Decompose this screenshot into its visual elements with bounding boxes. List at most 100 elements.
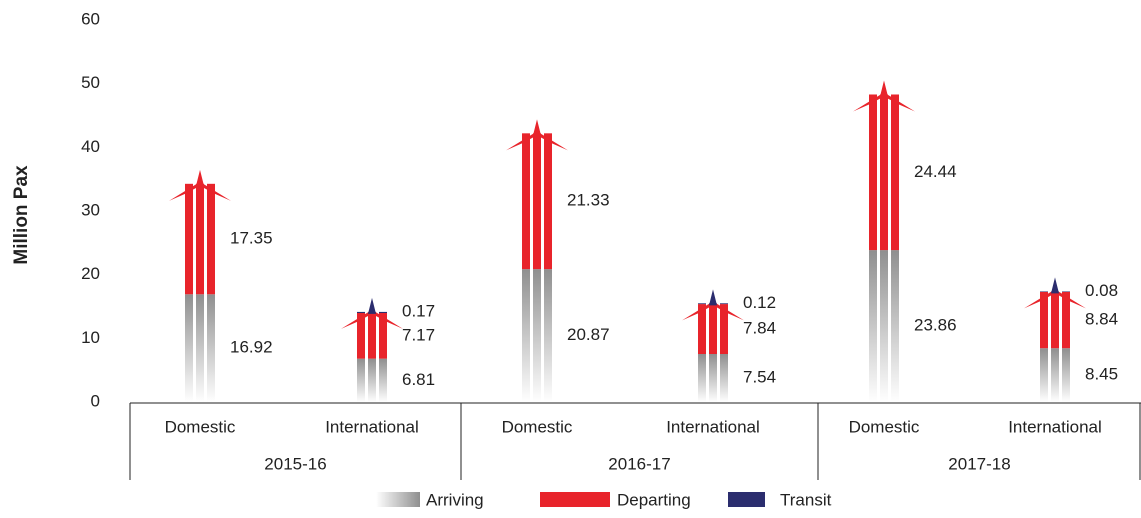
x-tick-label: Domestic [849, 417, 920, 436]
x-tick-label: Domestic [165, 417, 236, 436]
x-tick-label: International [1008, 417, 1102, 436]
bar-column [196, 294, 204, 402]
x-tick-label: International [666, 417, 760, 436]
y-tick-label: 0 [91, 391, 100, 410]
bar-column [720, 303, 728, 305]
value-label: 8.45 [1085, 365, 1118, 384]
bar-column [720, 353, 728, 402]
bar-column [379, 312, 387, 359]
bar-column [891, 94, 899, 251]
value-label: 0.08 [1085, 281, 1118, 300]
bar-column [196, 183, 204, 295]
bar-column [357, 311, 365, 313]
bar-column [1040, 291, 1048, 349]
y-tick-label: 30 [81, 200, 100, 219]
legend-swatch [376, 492, 420, 507]
bar-column [368, 358, 376, 402]
value-label: 0.12 [743, 293, 776, 312]
bar-segment [1040, 291, 1070, 349]
legend-label: Arriving [426, 490, 484, 509]
arrow-tip [709, 289, 717, 306]
y-tick-label: 20 [81, 264, 100, 283]
y-axis-title: Million Pax [11, 165, 32, 265]
bar-column [544, 133, 552, 270]
bar-column [207, 183, 215, 295]
value-label: 17.35 [230, 229, 273, 248]
bar-segment [869, 94, 899, 251]
bar-column [185, 294, 193, 402]
arrow-tip [1051, 277, 1059, 294]
bar-column [379, 311, 387, 313]
bar-column [1062, 348, 1070, 402]
value-label: 7.84 [743, 319, 776, 338]
bar-column [544, 269, 552, 402]
arrow-tip [880, 80, 888, 97]
bar-column [522, 133, 530, 270]
bar-column [869, 94, 877, 251]
bar-segment [522, 269, 552, 402]
bar-segment [357, 312, 387, 359]
x-tick-label: Domestic [502, 417, 573, 436]
value-label: 0.17 [402, 301, 435, 320]
bar-column [698, 304, 706, 354]
bar-column [1051, 291, 1059, 349]
bar-column [891, 250, 899, 402]
bar-segment [869, 250, 899, 402]
legend-swatch [728, 492, 765, 507]
value-label: 23.86 [914, 316, 957, 335]
y-tick-label: 40 [81, 137, 100, 156]
arrow-tip [533, 119, 541, 136]
bar-column [207, 294, 215, 402]
value-label: 21.33 [567, 191, 610, 210]
legend-label: Transit [780, 490, 832, 509]
bar-column [709, 353, 717, 402]
bar-column [357, 312, 365, 359]
legend-swatch [540, 492, 610, 507]
value-label: 6.81 [402, 370, 435, 389]
bar-column [1062, 291, 1070, 292]
arrow-tip [196, 169, 204, 186]
bar-column [880, 250, 888, 402]
value-label: 7.54 [743, 367, 776, 386]
bar-column [533, 269, 541, 402]
group-label: 2016-17 [608, 454, 670, 473]
bar-column [880, 94, 888, 251]
bar-column [533, 133, 541, 270]
y-tick-label: 50 [81, 73, 100, 92]
bar-column [698, 303, 706, 305]
bar-column [522, 269, 530, 402]
value-label: 8.84 [1085, 310, 1118, 329]
bar-segment [185, 294, 215, 402]
y-tick-label: 60 [81, 9, 100, 28]
bar-column [357, 358, 365, 402]
bar-column [1040, 291, 1048, 292]
value-label: 20.87 [567, 325, 610, 344]
bar-column [709, 304, 717, 354]
bar-segment [1040, 348, 1070, 402]
bar-segment [357, 358, 387, 402]
bar-column [379, 358, 387, 402]
bar-segment [522, 133, 552, 270]
value-label: 7.17 [402, 325, 435, 344]
bar-segment [185, 183, 215, 295]
value-label: 16.92 [230, 338, 273, 357]
bar-column [1062, 291, 1070, 349]
x-tick-label: International [325, 417, 419, 436]
group-label: 2015-16 [264, 454, 326, 473]
y-tick-label: 10 [81, 328, 100, 347]
bar-column [869, 250, 877, 402]
bar-column [368, 312, 376, 359]
bar-column [185, 183, 193, 295]
arrow-tip [368, 297, 376, 314]
bar-column [1051, 348, 1059, 402]
bar-segment [698, 353, 728, 402]
legend-label: Departing [617, 490, 691, 509]
value-label: 24.44 [914, 162, 957, 181]
bar-column [698, 353, 706, 402]
bar-column [1040, 348, 1048, 402]
bar-segment [698, 304, 728, 354]
group-label: 2017-18 [948, 454, 1010, 473]
bar-column [720, 304, 728, 354]
